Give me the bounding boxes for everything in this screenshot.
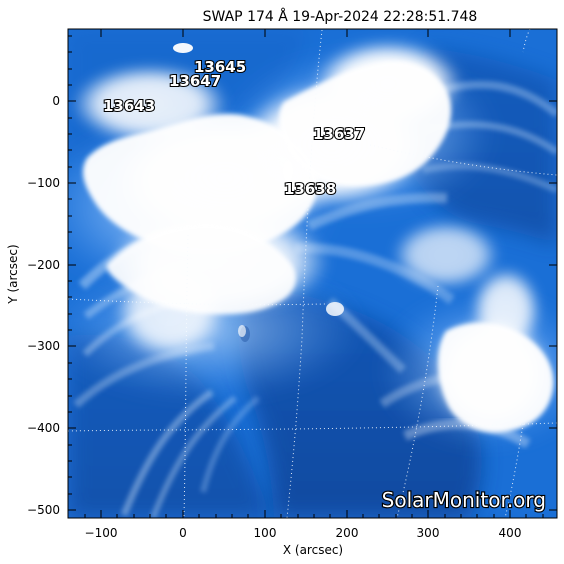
x-tick-label: 0 xyxy=(179,526,187,540)
y-tick-label: 0 xyxy=(52,94,60,108)
region-label-13638: 13638 xyxy=(284,180,336,198)
y-axis-ticks xyxy=(68,35,557,511)
solar-image: 13645 13647 13643 13637 13638 SolarMonit… xyxy=(68,29,557,518)
y-axis-tick-labels: 0 −100 −200 −300 −400 −500 xyxy=(27,94,60,517)
x-axis-ticks xyxy=(84,29,544,518)
active-region-labels: 13645 13647 13643 13637 13638 xyxy=(102,57,366,199)
y-tick-label: −300 xyxy=(27,339,60,353)
figure-title: SWAP 174 Å 19-Apr-2024 22:28:51.748 xyxy=(203,8,478,25)
x-axis-tick-labels: −100 0 100 200 300 400 xyxy=(85,526,522,540)
axes: −100 0 100 200 300 400 0 −100 −200 −300 … xyxy=(27,29,557,540)
active-region-brightening xyxy=(72,40,554,433)
heliographic-grid xyxy=(68,29,557,518)
plot-frame xyxy=(67,28,558,519)
x-tick-label: 200 xyxy=(336,526,359,540)
region-label-13643: 13643 xyxy=(103,97,155,115)
x-tick-label: 400 xyxy=(499,526,522,540)
region-label-13637: 13637 xyxy=(313,125,365,143)
y-tick-label: −100 xyxy=(27,176,60,190)
y-axis-label: Y (arcsec) xyxy=(6,244,20,304)
x-tick-label: 300 xyxy=(417,526,440,540)
x-tick-label: −100 xyxy=(85,526,118,540)
region-label-13647: 13647 xyxy=(169,72,221,90)
y-tick-label: −200 xyxy=(27,258,60,272)
region-label-13645: 13645 xyxy=(194,58,246,76)
solarmonitor-watermark: SolarMonitor.org xyxy=(382,488,546,512)
y-tick-label: −400 xyxy=(27,421,60,435)
y-tick-label: −500 xyxy=(27,503,60,517)
x-tick-label: 100 xyxy=(254,526,277,540)
x-axis-label: X (arcsec) xyxy=(283,543,343,557)
